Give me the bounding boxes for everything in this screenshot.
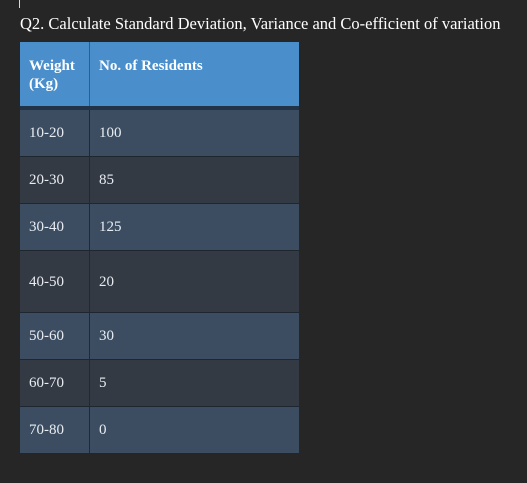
residents-cell: 100: [99, 125, 122, 141]
weight-cell: 70-80: [20, 407, 90, 453]
residents-cell: 30: [99, 328, 114, 344]
residents-cell: 5: [99, 375, 107, 391]
weight-cell: 40-50: [20, 251, 90, 312]
residents-cell: 85: [99, 172, 114, 188]
residents-cell: 0: [99, 422, 107, 438]
table-row: 40-50 20: [20, 251, 299, 313]
table-row: 70-80 0: [20, 407, 299, 454]
table-row: 60-70 5: [20, 360, 299, 407]
table-row: 10-20 100: [20, 110, 299, 157]
table-row: 30-40 125: [20, 204, 299, 251]
weight-cell: 50-60: [20, 313, 90, 359]
residents-cell: 125: [99, 219, 122, 235]
question-text: Q2. Calculate Standard Deviation, Varian…: [20, 14, 501, 33]
table-row: 50-60 30: [20, 313, 299, 360]
table-header-row: Weight (Kg) No. of Residents: [20, 42, 299, 110]
header-residents: No. of Residents: [99, 58, 203, 74]
table-row: 20-30 85: [20, 157, 299, 204]
residents-cell: 20: [99, 273, 114, 290]
header-weight: Weight (Kg): [20, 42, 90, 106]
weight-cell: 10-20: [20, 110, 90, 156]
weight-cell: 20-30: [20, 157, 90, 203]
weight-cell: 60-70: [20, 360, 90, 406]
weight-cell: 30-40: [20, 204, 90, 250]
text-cursor: [19, 0, 20, 8]
weight-residents-table: Weight (Kg) No. of Residents 10-20 100 2…: [20, 42, 299, 454]
